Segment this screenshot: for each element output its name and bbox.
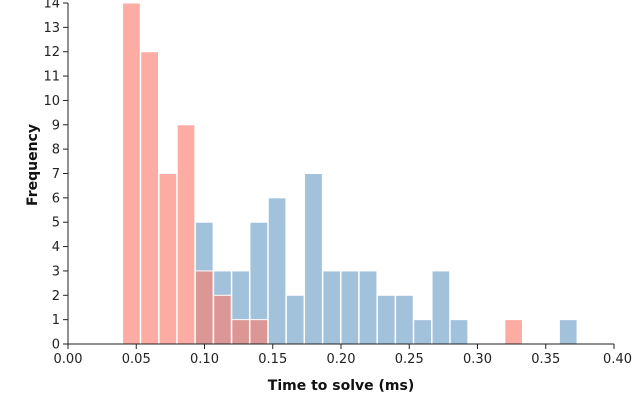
histogram-bar-series-1-bin-16 [558,319,578,345]
x-tick-label: 0.20 [327,352,356,367]
y-tick-label: 14 [43,0,60,12]
histogram-bar-series-1-bin-5 [267,197,287,345]
y-tick-label: 6 [52,191,60,206]
x-axis: 0.00 0.05 0.10 0.15 0.20 0.25 0.30 0.35 0.40 [54,343,632,367]
histogram-bar-series-1-bin-8 [322,270,342,345]
histogram-bar-series-1-bin-7 [304,173,323,345]
histogram-bar-series-1-bin-9 [340,270,360,345]
histogram-bar-series-1-bin-15 [449,319,469,345]
y-tick-label: 13 [43,21,60,36]
y-tick-label: 8 [52,143,60,158]
histogram-bar-series-2-bin-7 [231,319,250,345]
x-tick-label: 0.15 [258,352,287,367]
histogram-bar-series-1-bin-6 [285,294,305,345]
histogram-bar-series-1-bin-14 [431,270,451,345]
x-tick-label: 0.40 [603,352,632,367]
x-axis-title: Time to solve (ms) [268,378,414,394]
y-tick-label: 11 [43,70,60,85]
histogram-bar-series-1-bin-10 [358,270,378,345]
histogram-bar-series-2-bin-3 [158,173,178,345]
x-tick-label: 0.00 [54,352,83,367]
y-axis-title: Frequency [25,124,41,206]
histogram-bar-series-2-bin-1 [122,2,141,345]
x-tick-label: 0.25 [395,352,424,367]
histogram-bar-series-2-bin-2 [140,51,160,345]
y-tick-label: 3 [52,264,60,279]
histogram-bar-series-2-bin-5 [194,270,214,345]
histogram-bar-series-1-bin-11 [376,294,396,345]
y-tick-label: 0 [52,338,60,353]
bars-layer [122,2,578,345]
y-tick-label: 1 [52,313,60,328]
y-tick-label: 10 [43,94,60,109]
histogram-bar-series-2-bin-9 [504,319,523,345]
y-tick-label: 7 [52,167,60,182]
histogram-bar-series-2-bin-8 [249,319,269,345]
x-tick-label: 0.35 [531,352,560,367]
histogram-bar-series-2-bin-6 [213,294,232,345]
y-tick-label: 2 [52,289,60,304]
y-tick-label: 5 [52,216,60,231]
y-tick-label: 9 [52,118,60,133]
histogram-bar-series-1-bin-13 [413,319,433,345]
x-tick-label: 0.10 [190,352,219,367]
x-tick-label: 0.30 [463,352,492,367]
y-tick-label: 4 [52,240,60,255]
y-tick-label: 12 [43,45,60,60]
x-tick-label: 0.05 [122,352,151,367]
histogram-bar-series-1-bin-12 [395,294,414,345]
histogram-bar-series-2-bin-4 [176,124,196,345]
